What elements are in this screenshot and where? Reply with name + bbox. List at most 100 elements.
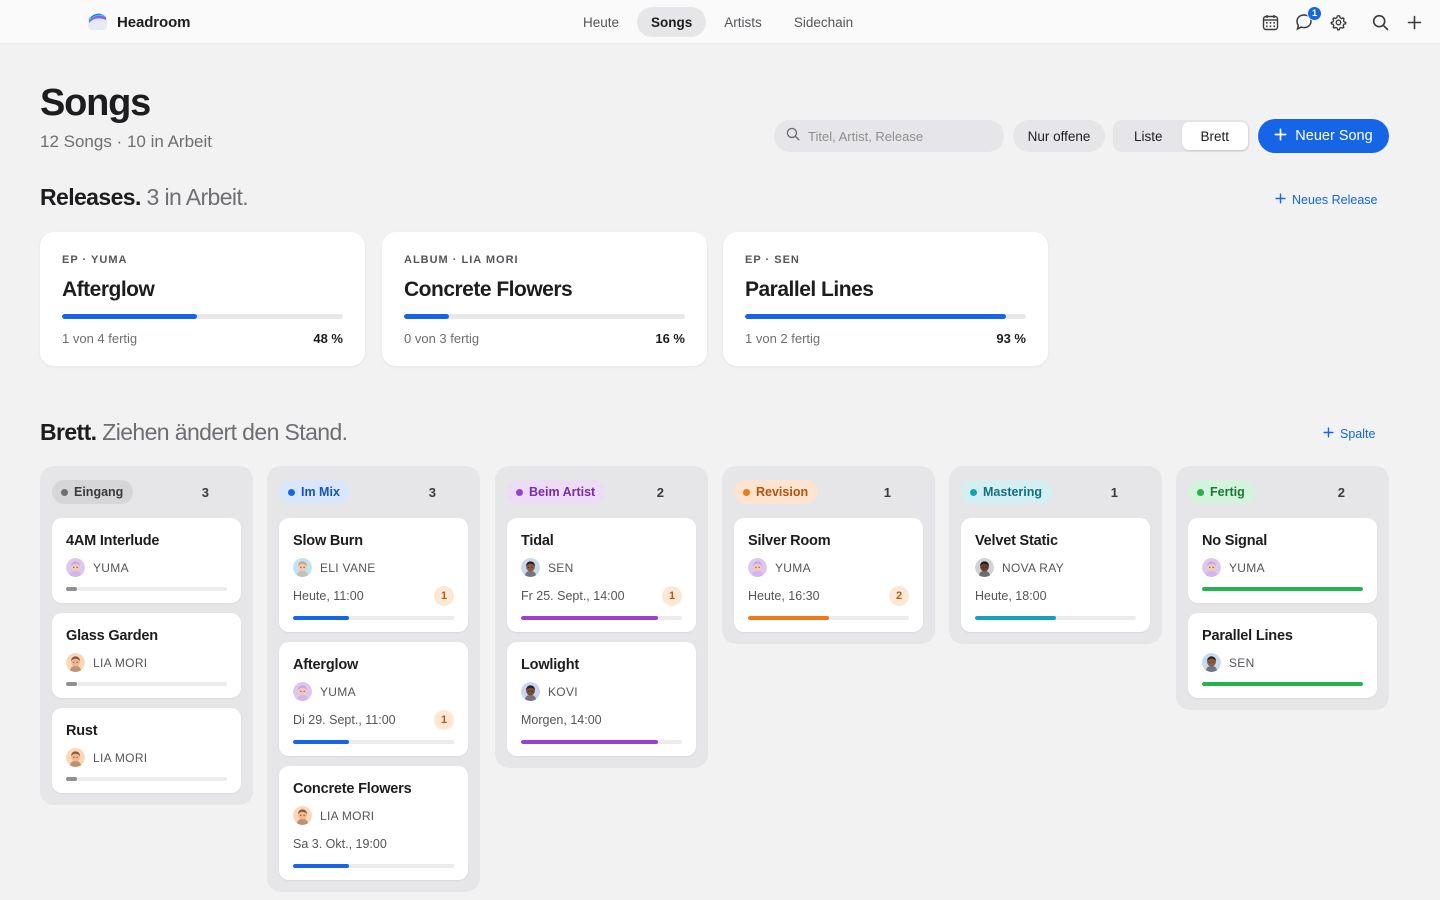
song-artist: YUMA: [748, 558, 909, 577]
open-only-filter[interactable]: Nur offene: [1013, 120, 1105, 152]
song-progress-bar: [66, 682, 227, 686]
song-progress-fill: [66, 682, 78, 686]
song-due-date: Di 29. Sept., 11:00: [293, 713, 396, 727]
board-column-beim-artist: Beim Artist 2 Tidal SEN Fr 25. Sept., 14:00 1…: [495, 466, 708, 768]
avatar: [1202, 558, 1221, 577]
nav-songs[interactable]: Songs: [637, 7, 707, 37]
release-progress-bar: [745, 314, 1026, 319]
song-card[interactable]: Concrete Flowers LIA MORI Sa 3. Okt., 19:0…: [279, 766, 468, 880]
song-artist: NOVA RAY: [975, 558, 1136, 577]
song-title: Rust: [66, 723, 98, 739]
search-icon: [786, 127, 800, 146]
board-column-mastering: Mastering 1 Velvet Static NOVA RAY Heute, 18…: [949, 466, 1162, 644]
song-title: Lowlight: [521, 657, 579, 673]
plus-icon: [1323, 427, 1334, 441]
add-column-label: Spalte: [1340, 427, 1376, 441]
status-dot-icon: [970, 488, 977, 496]
song-due-date: Sa 3. Okt., 19:00: [293, 837, 387, 851]
song-card[interactable]: Slow Burn ELI VANE Heute, 11:00 1: [279, 518, 468, 632]
new-song-button[interactable]: Neuer Song: [1258, 119, 1389, 153]
chat-icon[interactable]: 1: [1294, 6, 1322, 32]
song-card[interactable]: No Signal YUMA: [1188, 518, 1377, 603]
comment-count-badge[interactable]: 2: [889, 586, 909, 606]
song-card[interactable]: Velvet Static NOVA RAY Heute, 18:00: [961, 518, 1150, 632]
avatar: [66, 558, 85, 577]
column-status-pill[interactable]: Mastering: [961, 480, 1053, 504]
release-card[interactable]: ALBUM · LIA MORI Concrete Flowers 0 von 3 …: [382, 232, 707, 366]
plus-icon: [1274, 127, 1287, 145]
column-header: Mastering 1: [961, 478, 1150, 506]
song-due-date: Morgen, 14:00: [521, 713, 602, 727]
song-meta: Sa 3. Okt., 19:00: [293, 834, 454, 854]
avatar: [975, 558, 994, 577]
gear-icon[interactable]: [1328, 12, 1348, 32]
avatar: [521, 682, 540, 701]
column-count: 1: [1110, 484, 1118, 500]
calendar-icon[interactable]: [1260, 12, 1280, 32]
notification-badge: 1: [1307, 6, 1322, 21]
artist-name: SEN: [548, 560, 574, 575]
plus-icon[interactable]: [1404, 12, 1424, 32]
status-dot-icon: [1197, 488, 1204, 496]
releases-title: Releases.: [40, 184, 141, 210]
release-status: 1 von 2 fertig: [745, 331, 821, 346]
brand[interactable]: Headroom: [87, 12, 190, 32]
avatar: [66, 748, 85, 767]
release-eyebrow: EP · SEN: [745, 254, 800, 266]
song-progress-bar: [521, 740, 682, 744]
release-card[interactable]: EP · YUMA Afterglow 1 von 4 fertig 48 %: [40, 232, 365, 366]
column-count: 2: [656, 484, 664, 500]
song-card[interactable]: Parallel Lines SEN: [1188, 613, 1377, 698]
release-progress-fill: [404, 314, 449, 319]
song-card[interactable]: Lowlight KOVI Morgen, 14:00: [507, 642, 696, 756]
column-count: 3: [201, 484, 209, 500]
column-header: Beim Artist 2: [507, 478, 696, 506]
search-icon[interactable]: [1370, 12, 1390, 32]
nav-artists[interactable]: Artists: [724, 14, 762, 30]
release-card[interactable]: EP · SEN Parallel Lines 1 von 2 fertig 93 %: [723, 232, 1048, 366]
column-status-pill[interactable]: Fertig: [1188, 480, 1255, 504]
avatar: [293, 806, 312, 825]
view-list-option[interactable]: Liste: [1133, 128, 1163, 144]
song-meta: Heute, 11:00 1: [293, 586, 454, 606]
song-due-date: Heute, 11:00: [293, 589, 364, 603]
column-status-pill[interactable]: Im Mix: [279, 480, 350, 504]
song-card[interactable]: 4AM Interlude YUMA: [52, 518, 241, 603]
release-status: 1 von 4 fertig: [62, 331, 138, 346]
new-release-button[interactable]: Neues Release: [1275, 193, 1377, 207]
column-status-pill[interactable]: Beim Artist: [507, 480, 606, 504]
avatar: [748, 558, 767, 577]
song-card[interactable]: Silver Room YUMA Heute, 16:30 2: [734, 518, 923, 632]
nav-sidechain[interactable]: Sidechain: [793, 14, 854, 30]
comment-count-badge[interactable]: 1: [434, 586, 454, 606]
nav-heute[interactable]: Heute: [583, 14, 620, 30]
view-board-option[interactable]: Brett: [1181, 122, 1248, 150]
column-status-pill[interactable]: Eingang: [52, 480, 134, 504]
song-search[interactable]: [774, 120, 1004, 152]
artist-name: LIA MORI: [320, 808, 375, 823]
add-column-button[interactable]: Spalte: [1323, 427, 1375, 441]
song-title: Parallel Lines: [1202, 628, 1293, 644]
artist-name: YUMA: [1229, 560, 1265, 575]
song-progress-bar: [1202, 587, 1363, 591]
comment-count-badge[interactable]: 1: [434, 710, 454, 730]
song-card[interactable]: Rust LIA MORI: [52, 708, 241, 793]
song-progress-fill: [521, 740, 658, 744]
song-card[interactable]: Tidal SEN Fr 25. Sept., 14:00 1: [507, 518, 696, 632]
release-percent: 16 %: [655, 331, 685, 346]
board-column-eingang: Eingang 3 4AM Interlude YUMA Glass Garden LIA…: [40, 466, 253, 805]
board-heading: Brett. Ziehen ändert den Stand.: [40, 419, 348, 446]
search-input[interactable]: [808, 128, 988, 144]
song-title: 4AM Interlude: [66, 533, 160, 549]
comment-count-badge[interactable]: 1: [662, 586, 682, 606]
column-header: Im Mix 3: [279, 478, 468, 506]
new-release-label: Neues Release: [1292, 193, 1378, 207]
song-card[interactable]: Afterglow YUMA Di 29. Sept., 11:00 1: [279, 642, 468, 756]
song-progress-fill: [1202, 682, 1363, 686]
song-progress-bar: [521, 616, 682, 620]
column-status-pill[interactable]: Revision: [734, 480, 819, 504]
song-card[interactable]: Glass Garden LIA MORI: [52, 613, 241, 698]
song-progress-bar: [66, 777, 227, 781]
song-progress-fill: [293, 740, 350, 744]
status-dot-icon: [288, 488, 295, 496]
